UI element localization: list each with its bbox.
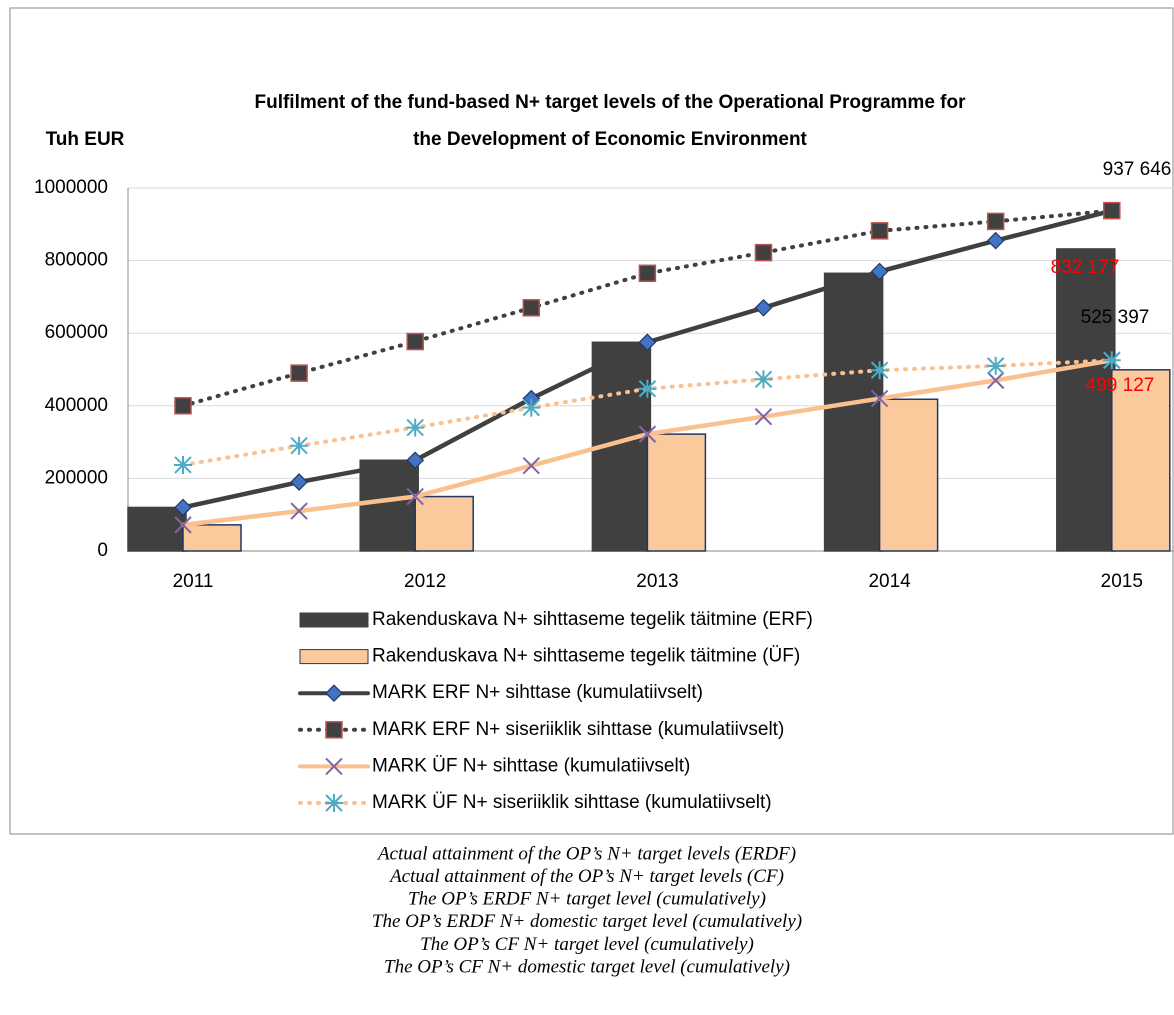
- legend-entry: Rakenduskava N+ sihttaseme tegelik täitm…: [299, 609, 813, 630]
- x-tick-label: 2011: [173, 571, 214, 592]
- marker: [174, 397, 192, 415]
- data-label: 832 177: [1051, 257, 1120, 278]
- marker: [1102, 351, 1121, 370]
- caption: The OP’s ERDF N+ target level (cumulativ…: [408, 889, 766, 910]
- bar: [182, 524, 242, 552]
- chart-border: [9, 7, 1174, 835]
- marker: [638, 333, 657, 352]
- marker: [986, 371, 1005, 390]
- marker: [638, 379, 657, 398]
- legend-label: MARK ERF N+ siseriiklik sihttase (kumula…: [372, 719, 784, 740]
- legend-swatch: [299, 612, 369, 628]
- marker: [406, 451, 425, 470]
- y-tick-label: 400000: [45, 395, 108, 416]
- marker: [522, 398, 541, 417]
- marker: [754, 407, 773, 426]
- y-tick-label: 200000: [45, 467, 108, 488]
- legend-swatch: [299, 649, 369, 665]
- x-tick-label: 2015: [1101, 571, 1143, 592]
- y-tick-label: 600000: [45, 322, 108, 343]
- marker: [522, 299, 541, 317]
- marker: [754, 298, 773, 317]
- bar: [1111, 369, 1171, 552]
- y-axis-label: Tuh EUR: [46, 129, 125, 150]
- data-label: 937 646: [1103, 159, 1172, 180]
- bar: [878, 398, 939, 552]
- marker: [638, 425, 657, 443]
- x-tick-label: 2013: [636, 571, 678, 592]
- marker: [870, 361, 889, 380]
- caption: Actual attainment of the OP’s N+ target …: [376, 843, 796, 864]
- marker: [638, 264, 657, 283]
- marker: [325, 757, 343, 776]
- x-tick-label: 2012: [404, 571, 446, 592]
- marker: [325, 794, 343, 812]
- legend-label: Rakenduskava N+ sihttaseme tegelik täitm…: [372, 609, 813, 630]
- legend-entry: Rakenduskava N+ sihttaseme tegelik täitm…: [299, 646, 800, 667]
- marker: [406, 418, 425, 437]
- y-tick-label: 800000: [45, 250, 108, 271]
- bar: [823, 272, 884, 552]
- caption: The OP’s CF N+ target level (cumulativel…: [420, 934, 754, 955]
- y-tick-label: 1000000: [34, 177, 108, 198]
- marker: [754, 370, 773, 389]
- marker: [174, 498, 192, 517]
- legend-label: MARK ERF N+ sihttase (kumulatiivselt): [372, 682, 703, 703]
- data-label: 525 397: [1081, 307, 1150, 328]
- bar: [646, 433, 707, 552]
- marker: [406, 487, 424, 506]
- marker: [290, 364, 308, 382]
- marker: [325, 684, 343, 703]
- marker: [290, 502, 308, 520]
- marker: [986, 356, 1005, 375]
- marker: [870, 262, 889, 281]
- legend-label: Rakenduskava N+ sihttaseme tegelik täitm…: [372, 646, 800, 667]
- bar: [1056, 248, 1116, 552]
- marker: [290, 436, 309, 455]
- y-tick-label: 0: [97, 540, 108, 561]
- bar: [127, 506, 187, 552]
- legend-entry: MARK ÜF N+ sihttase (kumulatiivselt): [298, 755, 690, 776]
- x-tick-label: 2014: [868, 571, 911, 592]
- bar: [414, 495, 474, 552]
- marker: [174, 516, 192, 534]
- marker: [290, 473, 308, 491]
- marker: [986, 212, 1005, 231]
- marker: [870, 222, 889, 240]
- data-label: 499 127: [1086, 375, 1155, 396]
- caption: Actual attainment of the OP’s N+ target …: [388, 866, 784, 887]
- marker: [406, 332, 424, 351]
- chart-title: the Development of Economic Environment: [413, 129, 807, 150]
- bar: [359, 459, 419, 552]
- legend-label: MARK ÜF N+ sihttase (kumulatiivselt): [372, 755, 690, 776]
- caption: The OP’s ERDF N+ domestic target level (…: [372, 911, 802, 932]
- marker: [870, 389, 889, 408]
- legend-label: MARK ÜF N+ siseriiklik sihttase (kumulat…: [372, 792, 772, 813]
- marker: [986, 231, 1005, 250]
- legend-entry: MARK ERF N+ sihttase (kumulatiivselt): [298, 682, 703, 703]
- marker: [174, 455, 192, 474]
- caption: The OP’s CF N+ domestic target level (cu…: [384, 956, 790, 977]
- marker: [1103, 201, 1121, 220]
- legend-entry: MARK ÜF N+ siseriiklik sihttase (kumulat…: [298, 792, 772, 813]
- marker: [522, 456, 541, 475]
- legend-entry: MARK ERF N+ siseriiklik sihttase (kumula…: [298, 719, 784, 740]
- marker: [325, 721, 343, 739]
- line: [181, 208, 1114, 408]
- marker: [754, 243, 773, 262]
- chart-title: Fulfilment of the fund-based N+ target l…: [254, 92, 966, 113]
